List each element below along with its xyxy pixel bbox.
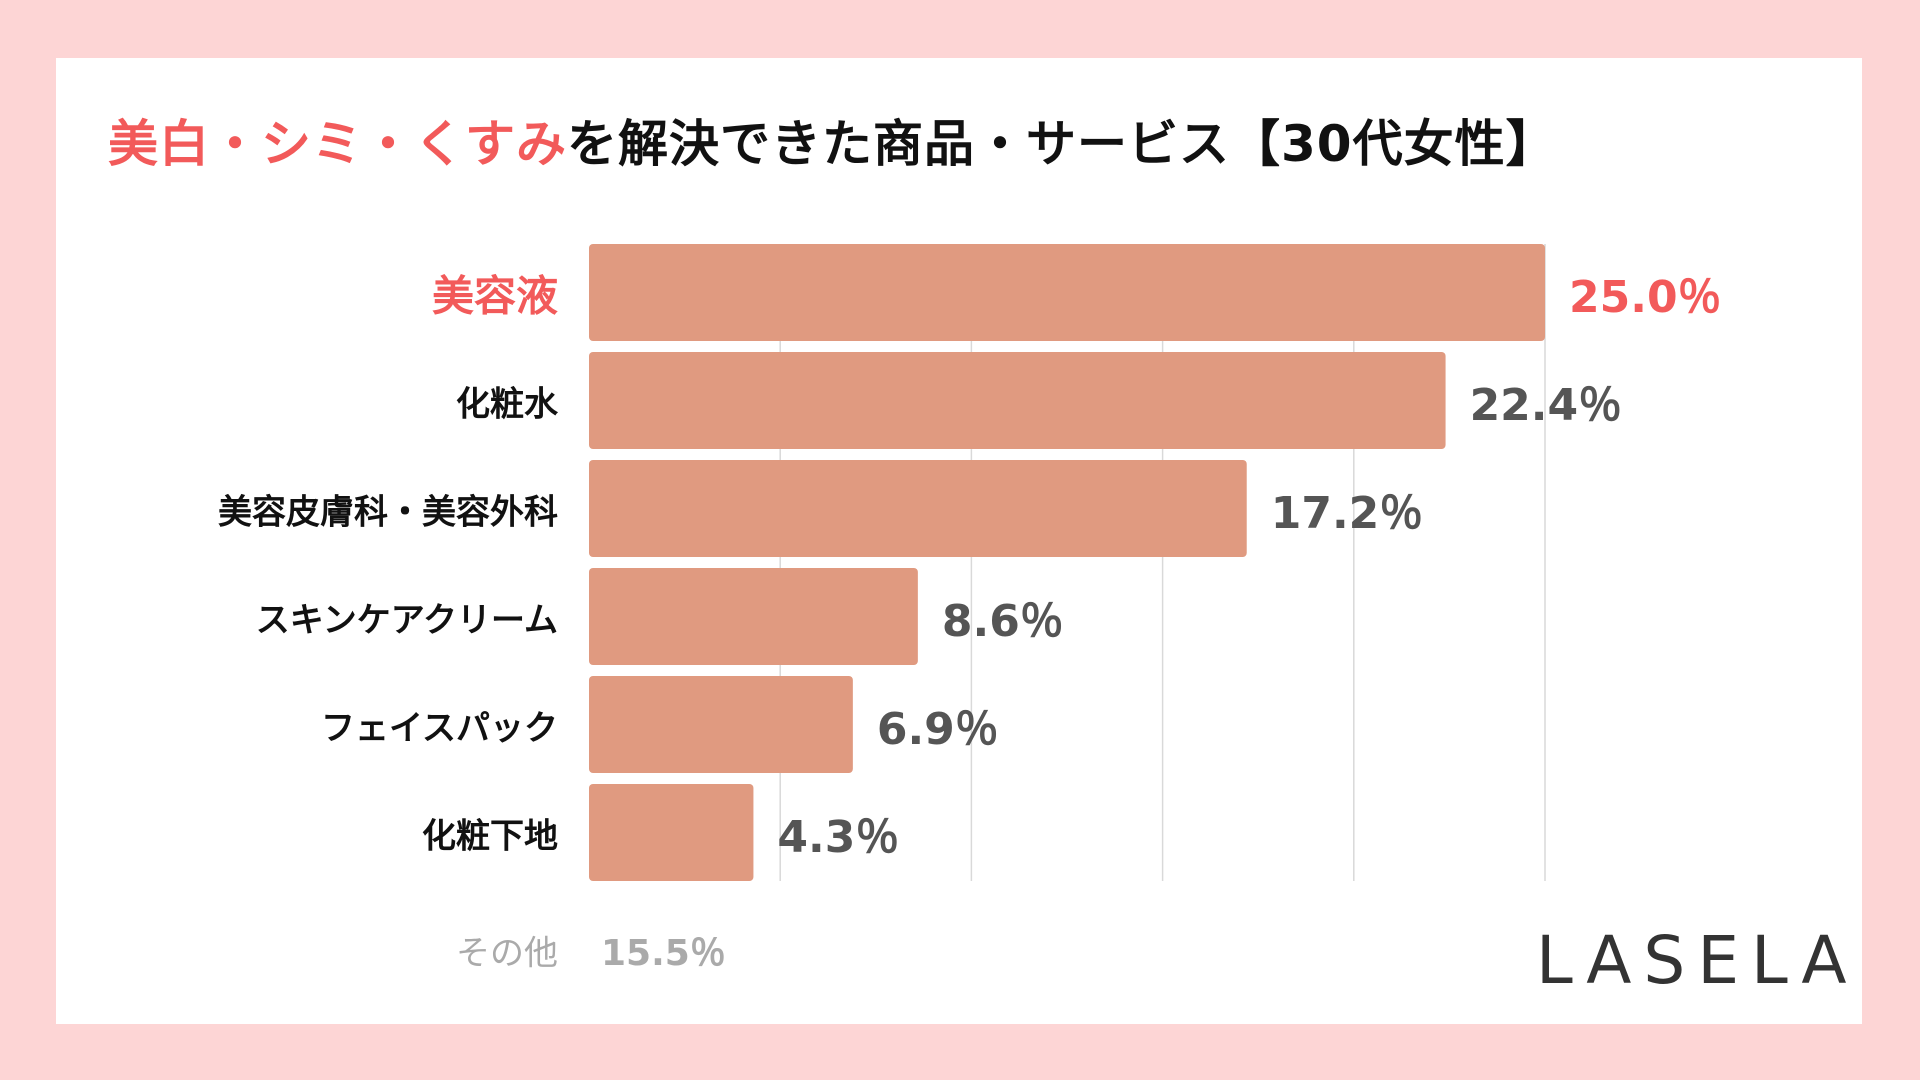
title-highlight: 美白・シミ・くすみ [108, 115, 567, 173]
category-label: スキンケアクリーム [255, 600, 558, 640]
value-label: 8.6％ [941, 595, 1064, 647]
bar [589, 244, 1545, 341]
other-value: 15.5％ [601, 933, 726, 974]
bar [589, 568, 918, 665]
value-label: 25.0％ [1569, 271, 1722, 323]
lasela-logo: LASELA [1536, 922, 1859, 999]
category-label: 美容液 [431, 271, 558, 320]
value-label: 4.3％ [777, 811, 900, 863]
title-rest: を解決できた商品・サービス【30代女性】 [567, 115, 1557, 173]
bar [589, 460, 1247, 557]
category-label: フェイスパック [321, 708, 558, 748]
value-label: 22.4％ [1469, 379, 1623, 431]
other-label: その他 [456, 933, 558, 974]
bar [589, 676, 853, 773]
value-label: 6.9％ [876, 703, 999, 755]
bar [589, 352, 1446, 449]
category-label: 化粧水 [456, 384, 558, 424]
bar [589, 784, 754, 881]
category-label: 化粧下地 [422, 816, 558, 856]
chart-title: 美白・シミ・くすみを解決できた商品・サービス【30代女性】 [108, 104, 1557, 176]
value-label: 17.2％ [1270, 487, 1424, 539]
category-label: 美容皮膚科・美容外科 [218, 492, 558, 532]
